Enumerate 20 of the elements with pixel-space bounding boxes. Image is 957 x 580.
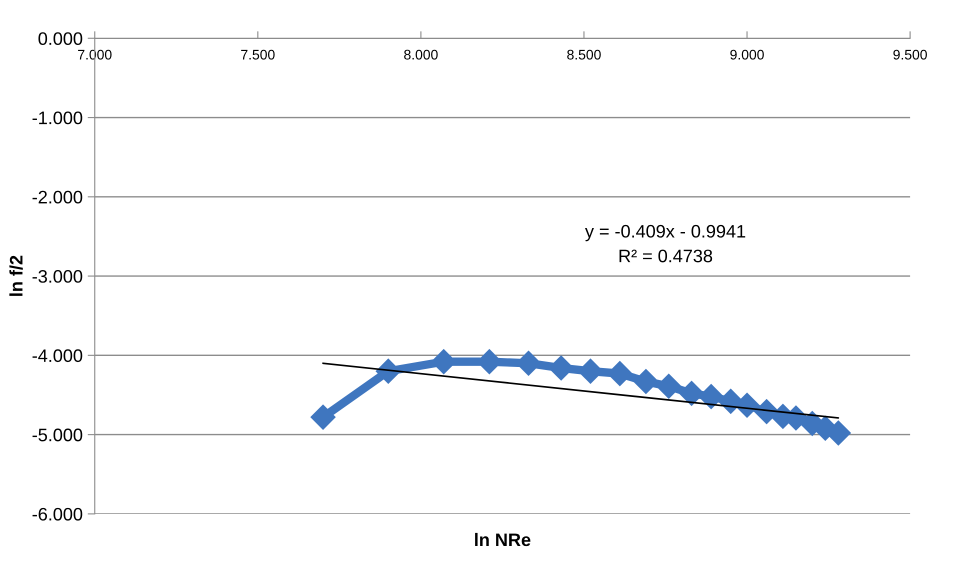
y-tick-label: -2.000 (32, 190, 82, 204)
point (656, 374, 682, 399)
y-tick-label: -4.000 (32, 349, 82, 362)
point (633, 369, 658, 394)
x-tick-label: 9.000 (730, 50, 764, 60)
x-tick-label: 8.500 (567, 50, 601, 60)
x-tick-label: 9.500 (893, 50, 927, 60)
annotation: y = -0.409x - 0.9941 R² = 0.4738 (585, 224, 746, 262)
y-tick-label: -6.000 (32, 508, 82, 521)
y-tick-label: 0.000 (38, 32, 82, 45)
x-tick-label: 7.000 (78, 50, 112, 60)
y-tick-label: -3.000 (32, 270, 82, 283)
x-tick-label: 7.500 (241, 50, 275, 60)
x-tick-label: 8.000 (404, 50, 438, 60)
point (310, 404, 336, 430)
y-axis-title: ln f/2 (9, 256, 23, 296)
point (698, 384, 724, 410)
y-tick-label: -5.000 (32, 428, 82, 442)
x-axis-title: ln NRe (475, 532, 530, 546)
y-tick-label: -1.000 (32, 111, 82, 124)
